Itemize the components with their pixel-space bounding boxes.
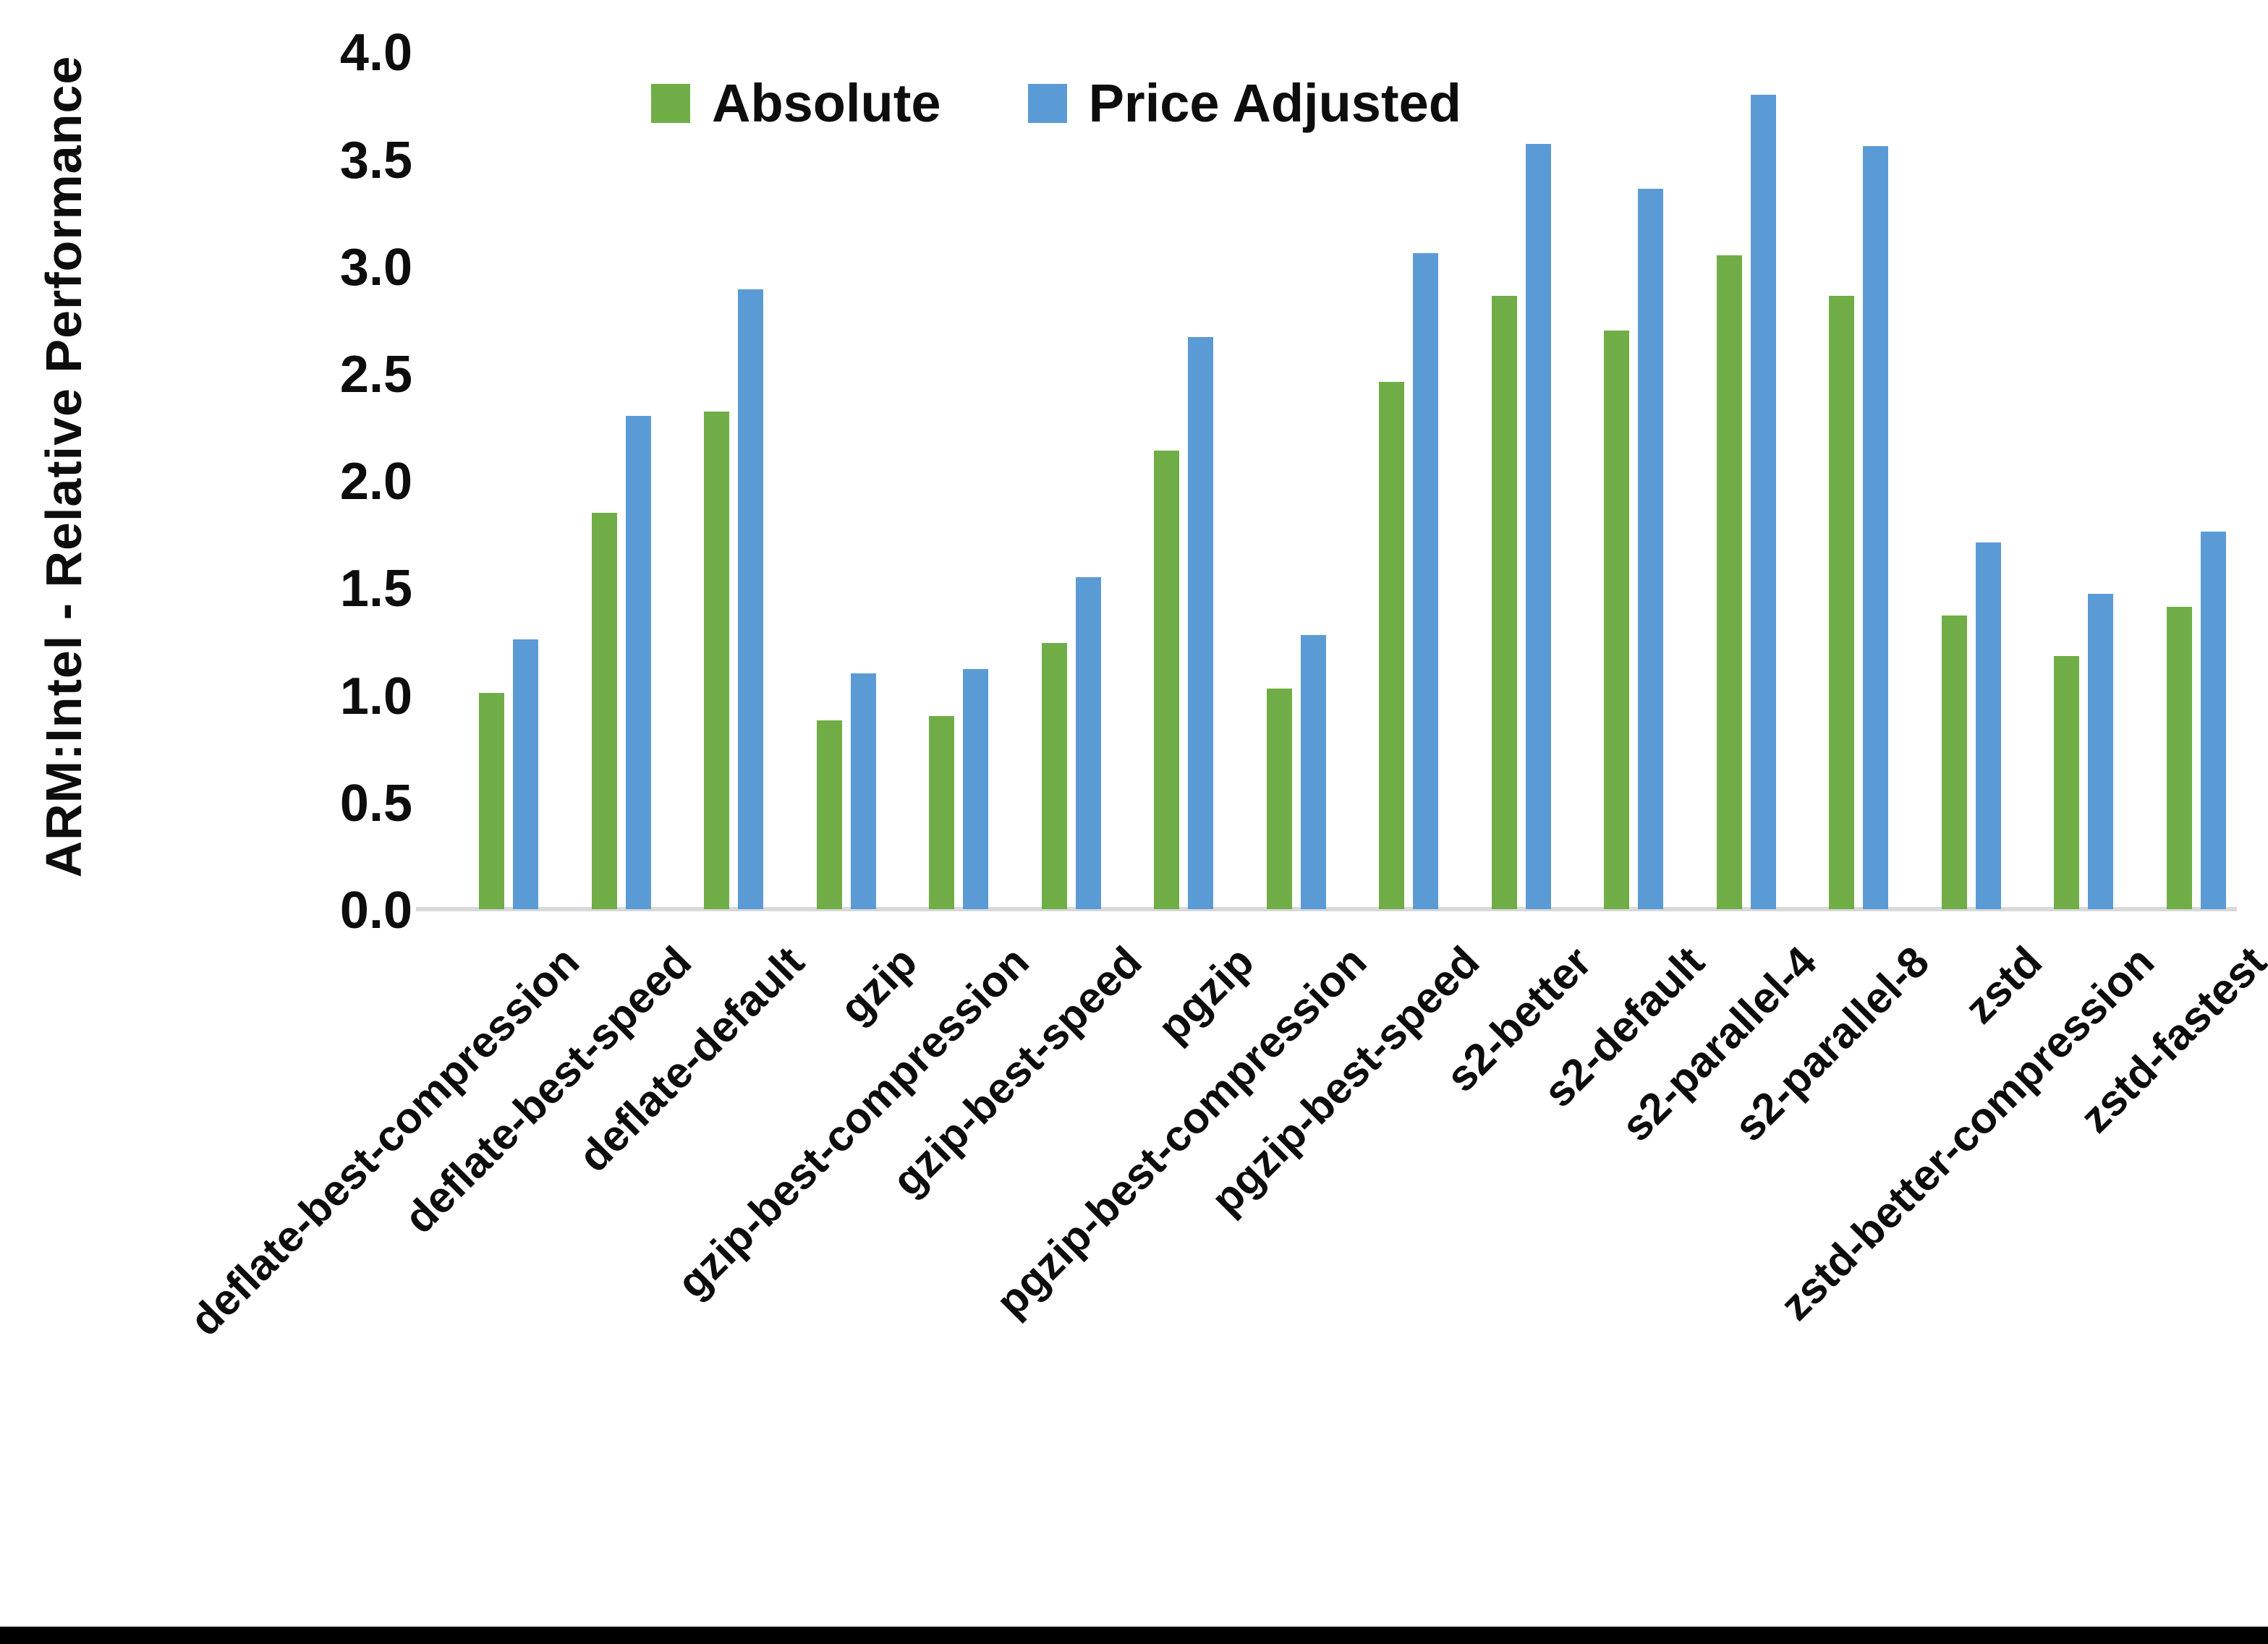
bar-price-adjusted-s2-parallel-8	[1863, 145, 1888, 909]
legend-item-price-adjusted: Price Adjusted	[1027, 72, 1461, 134]
bar-absolute-deflate-best-compression	[479, 692, 504, 909]
bar-absolute-s2-parallel-4	[1716, 255, 1742, 909]
legend: Absolute Price Adjusted	[651, 72, 1461, 134]
legend-item-absolute: Absolute	[651, 72, 941, 134]
bar-price-adjusted-s2-parallel-4	[1750, 94, 1776, 909]
y-tick-label-4.0: 4.0	[339, 24, 412, 82]
bar-price-adjusted-deflate-default	[738, 289, 763, 909]
y-tick-label-3.5: 3.5	[339, 131, 412, 189]
y-tick-label-1.0: 1.0	[339, 667, 412, 725]
bar-absolute-gzip-best-compression	[929, 716, 954, 909]
bar-price-adjusted-zstd	[1975, 542, 2001, 909]
bottom-border-bar	[0, 1627, 2268, 1644]
x-axis-line	[416, 907, 2237, 911]
bar-price-adjusted-gzip-best-speed	[1075, 576, 1101, 909]
bar-absolute-gzip	[816, 720, 842, 909]
y-tick-label-2.0: 2.0	[339, 453, 412, 511]
bar-price-adjusted-pgzip-best-speed	[1413, 253, 1438, 909]
bar-price-adjusted-deflate-best-speed	[625, 416, 651, 909]
y-tick-label-2.5: 2.5	[339, 346, 412, 404]
x-tick-label-zstd: zstd	[1955, 937, 2051, 1033]
y-tick-label-1.5: 1.5	[339, 560, 412, 618]
bar-absolute-zstd	[1941, 615, 1967, 909]
bar-absolute-zstd-fastest	[2166, 607, 2192, 909]
bar-absolute-pgzip	[1154, 450, 1179, 909]
x-tick-label-s2-parallel-4: s2-parallel-4	[1612, 937, 1826, 1151]
bar-absolute-zstd-better-compression	[2054, 656, 2079, 909]
bar-price-adjusted-pgzip-best-compression	[1300, 634, 1326, 909]
legend-swatch-absolute	[651, 83, 690, 123]
bar-price-adjusted-deflate-best-compression	[513, 639, 538, 909]
bar-absolute-s2-parallel-8	[1829, 296, 1854, 909]
x-tick-label-s2-parallel-8: s2-parallel-8	[1725, 937, 1939, 1151]
bar-price-adjusted-gzip	[850, 673, 876, 909]
bar-price-adjusted-s2-default	[1638, 189, 1663, 909]
bar-absolute-gzip-best-speed	[1041, 643, 1067, 909]
bar-absolute-deflate-default	[704, 412, 729, 909]
bar-absolute-pgzip-best-speed	[1379, 381, 1404, 909]
bar-absolute-deflate-best-speed	[591, 512, 617, 909]
y-tick-label-0.0: 0.0	[339, 882, 412, 940]
bar-price-adjusted-gzip-best-compression	[963, 669, 988, 909]
bar-price-adjusted-zstd-fastest	[2200, 532, 2226, 909]
bar-price-adjusted-zstd-better-compression	[2088, 594, 2113, 909]
bar-price-adjusted-s2-better	[1525, 143, 1551, 909]
bar-absolute-pgzip-best-compression	[1266, 688, 1292, 909]
bar-absolute-s2-better	[1491, 296, 1517, 909]
y-tick-label-0.5: 0.5	[339, 774, 412, 832]
x-tick-label-gzip: gzip	[830, 937, 926, 1033]
legend-label-price-adjusted: Price Adjusted	[1088, 73, 1461, 133]
bar-price-adjusted-pgzip	[1188, 336, 1213, 909]
bar-absolute-s2-default	[1604, 330, 1629, 909]
y-tick-label-3.0: 3.0	[339, 238, 412, 297]
legend-label-absolute: Absolute	[712, 73, 941, 133]
legend-swatch-price-adjusted	[1027, 83, 1067, 123]
